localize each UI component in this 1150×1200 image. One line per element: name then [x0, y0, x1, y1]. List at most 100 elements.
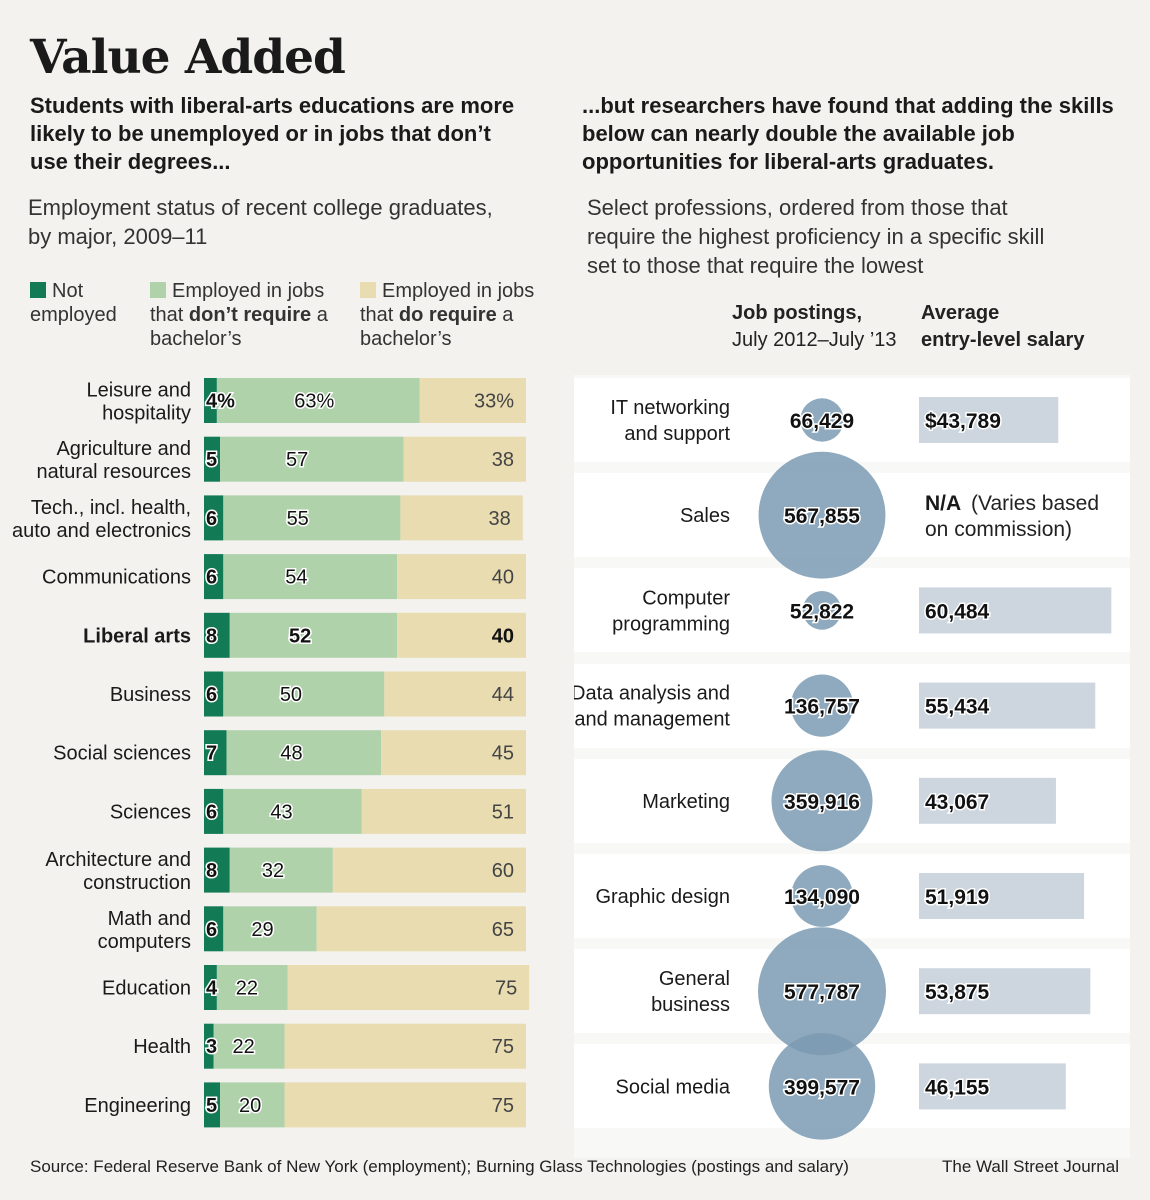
- left-subtitle-line: Employment status of recent college grad…: [28, 195, 493, 220]
- bar-segment-do-require: [316, 906, 526, 952]
- category-label: Agriculture and: [56, 438, 191, 460]
- data-label-do-require: 65: [492, 919, 514, 941]
- data-label-not-require: 55: [287, 508, 309, 530]
- postings-bubble: [758, 927, 886, 1056]
- legend-label: bachelor’s: [360, 328, 452, 350]
- legend-swatch-not-require: [150, 282, 166, 298]
- legend-label: Not: [52, 280, 84, 302]
- category-label: Sciences: [110, 801, 191, 823]
- profession-label: General: [659, 968, 730, 990]
- salary-label: N/A: [925, 492, 961, 515]
- data-label-not-employed: 6: [206, 508, 217, 530]
- data-label-do-require: 38: [489, 508, 511, 530]
- postings-label: 577,787: [784, 981, 860, 1004]
- salary-bar: [919, 1063, 1066, 1110]
- category-label: Architecture and: [45, 849, 191, 871]
- bar-segment-not-require: [223, 671, 385, 717]
- bar-segment-do-require: [284, 1082, 526, 1128]
- salary-label: $43,789: [925, 410, 1001, 433]
- data-label-not-employed: 8: [206, 625, 217, 647]
- bar-segment-not-employed: [204, 554, 224, 600]
- legend-label: Employed in jobs: [172, 280, 325, 302]
- left-subtitle-line: by major, 2009–11: [28, 224, 208, 249]
- profession-label: IT networking: [610, 397, 730, 419]
- bar-segment-do-require: [419, 378, 526, 423]
- bar-segment-do-require: [403, 436, 526, 482]
- bar-segment-not-employed: [204, 436, 221, 482]
- bar-segment-not-employed: [204, 612, 230, 658]
- category-label: Social sciences: [53, 743, 191, 765]
- data-label-not-employed: 6: [206, 684, 217, 706]
- legend-label: a: [496, 304, 514, 326]
- data-label-not-require: 32: [262, 860, 284, 882]
- data-label-not-require: 63%: [294, 391, 334, 413]
- skills-bubble-chart: $43,789 IT networking and support N/A (Varie…: [574, 397, 1112, 1140]
- category-label: computers: [98, 931, 191, 953]
- data-label-not-require: 43: [270, 801, 292, 823]
- salary-bar: [919, 397, 1059, 443]
- data-label-not-employed: 4%: [206, 391, 235, 413]
- legend-label: employed: [30, 304, 117, 326]
- salary-bar: [919, 682, 1096, 729]
- data-label-not-require: 52: [289, 625, 311, 647]
- salary-label: 51,919: [925, 886, 989, 909]
- data-label-not-employed: 6: [206, 919, 217, 941]
- legend-label: Employed in jobs: [382, 280, 535, 302]
- postings-label: 399,577: [784, 1076, 860, 1099]
- postings-bubble: [791, 865, 853, 927]
- right-subtitle-line: Select professions, ordered from those t…: [587, 195, 1008, 220]
- salary-bar: [919, 968, 1091, 1015]
- category-label: hospitality: [102, 403, 191, 425]
- credit: The Wall Street Journal: [942, 1157, 1119, 1176]
- data-label-do-require: 40: [492, 625, 514, 647]
- bar-segment-not-require: [216, 965, 288, 1010]
- postings-bubble: [768, 1033, 876, 1140]
- category-label: Business: [110, 684, 191, 706]
- bar-segment-not-require: [223, 906, 317, 952]
- data-label-not-require: 57: [286, 449, 308, 471]
- salary-note: on commission): [925, 518, 1072, 541]
- legend-label-bold: don’t require: [188, 304, 312, 326]
- bar-segment-do-require: [287, 965, 530, 1010]
- bar-segment-not-require: [216, 378, 420, 423]
- profession-label: Marketing: [642, 791, 730, 813]
- data-label-not-require: 20: [239, 1095, 261, 1117]
- legend-label-bold: do require: [398, 304, 497, 326]
- category-label: Tech., incl. health,: [31, 497, 191, 519]
- chart-title: Value Added: [30, 30, 346, 85]
- salary-label: 46,155: [925, 1076, 990, 1099]
- bar-segment-do-require: [361, 788, 526, 834]
- right-subtitle: Select professions, ordered from those t…: [587, 193, 1087, 280]
- legend-label: a: [311, 304, 328, 326]
- salary-bar: [919, 873, 1085, 919]
- legend-not-employed: Not employed: [30, 279, 117, 327]
- bar-segment-not-employed: [204, 671, 224, 717]
- left-lede: Students with liberal-arts educations ar…: [30, 93, 515, 174]
- salary-note: (Varies based: [971, 492, 1099, 515]
- category-label: construction: [83, 872, 191, 894]
- bar-segment-not-require: [226, 730, 382, 776]
- salary-bar: [919, 587, 1112, 634]
- profession-label: and support: [624, 423, 730, 445]
- salary-header: Average entry-level salary: [921, 300, 1084, 354]
- bar-segment-not-require: [213, 1023, 285, 1069]
- data-label-do-require: 75: [495, 978, 517, 1000]
- bar-segment-do-require: [397, 612, 526, 658]
- data-label-do-require: 75: [492, 1036, 514, 1058]
- category-label: natural resources: [36, 461, 191, 483]
- profession-label: Social media: [615, 1076, 730, 1098]
- legend-swatch-not-employed: [30, 282, 46, 298]
- salary-bar: [919, 777, 1056, 824]
- salary-label: 43,067: [925, 791, 989, 814]
- bar-segment-not-employed: [204, 1023, 214, 1069]
- data-label-do-require: 33%: [474, 391, 514, 413]
- postings-label: 567,855: [784, 505, 860, 528]
- bar-segment-not-require: [223, 788, 362, 834]
- bar-segment-not-employed: [204, 1082, 221, 1128]
- data-label-not-employed: 4: [206, 978, 218, 1000]
- source-note: Source: Federal Reserve Bank of New York…: [30, 1157, 849, 1176]
- profession-label: business: [651, 994, 730, 1016]
- legend-swatch-do-require: [360, 282, 376, 298]
- bar-segment-not-employed: [204, 788, 224, 834]
- postings-header: Job postings, July 2012–July ’13: [732, 300, 897, 354]
